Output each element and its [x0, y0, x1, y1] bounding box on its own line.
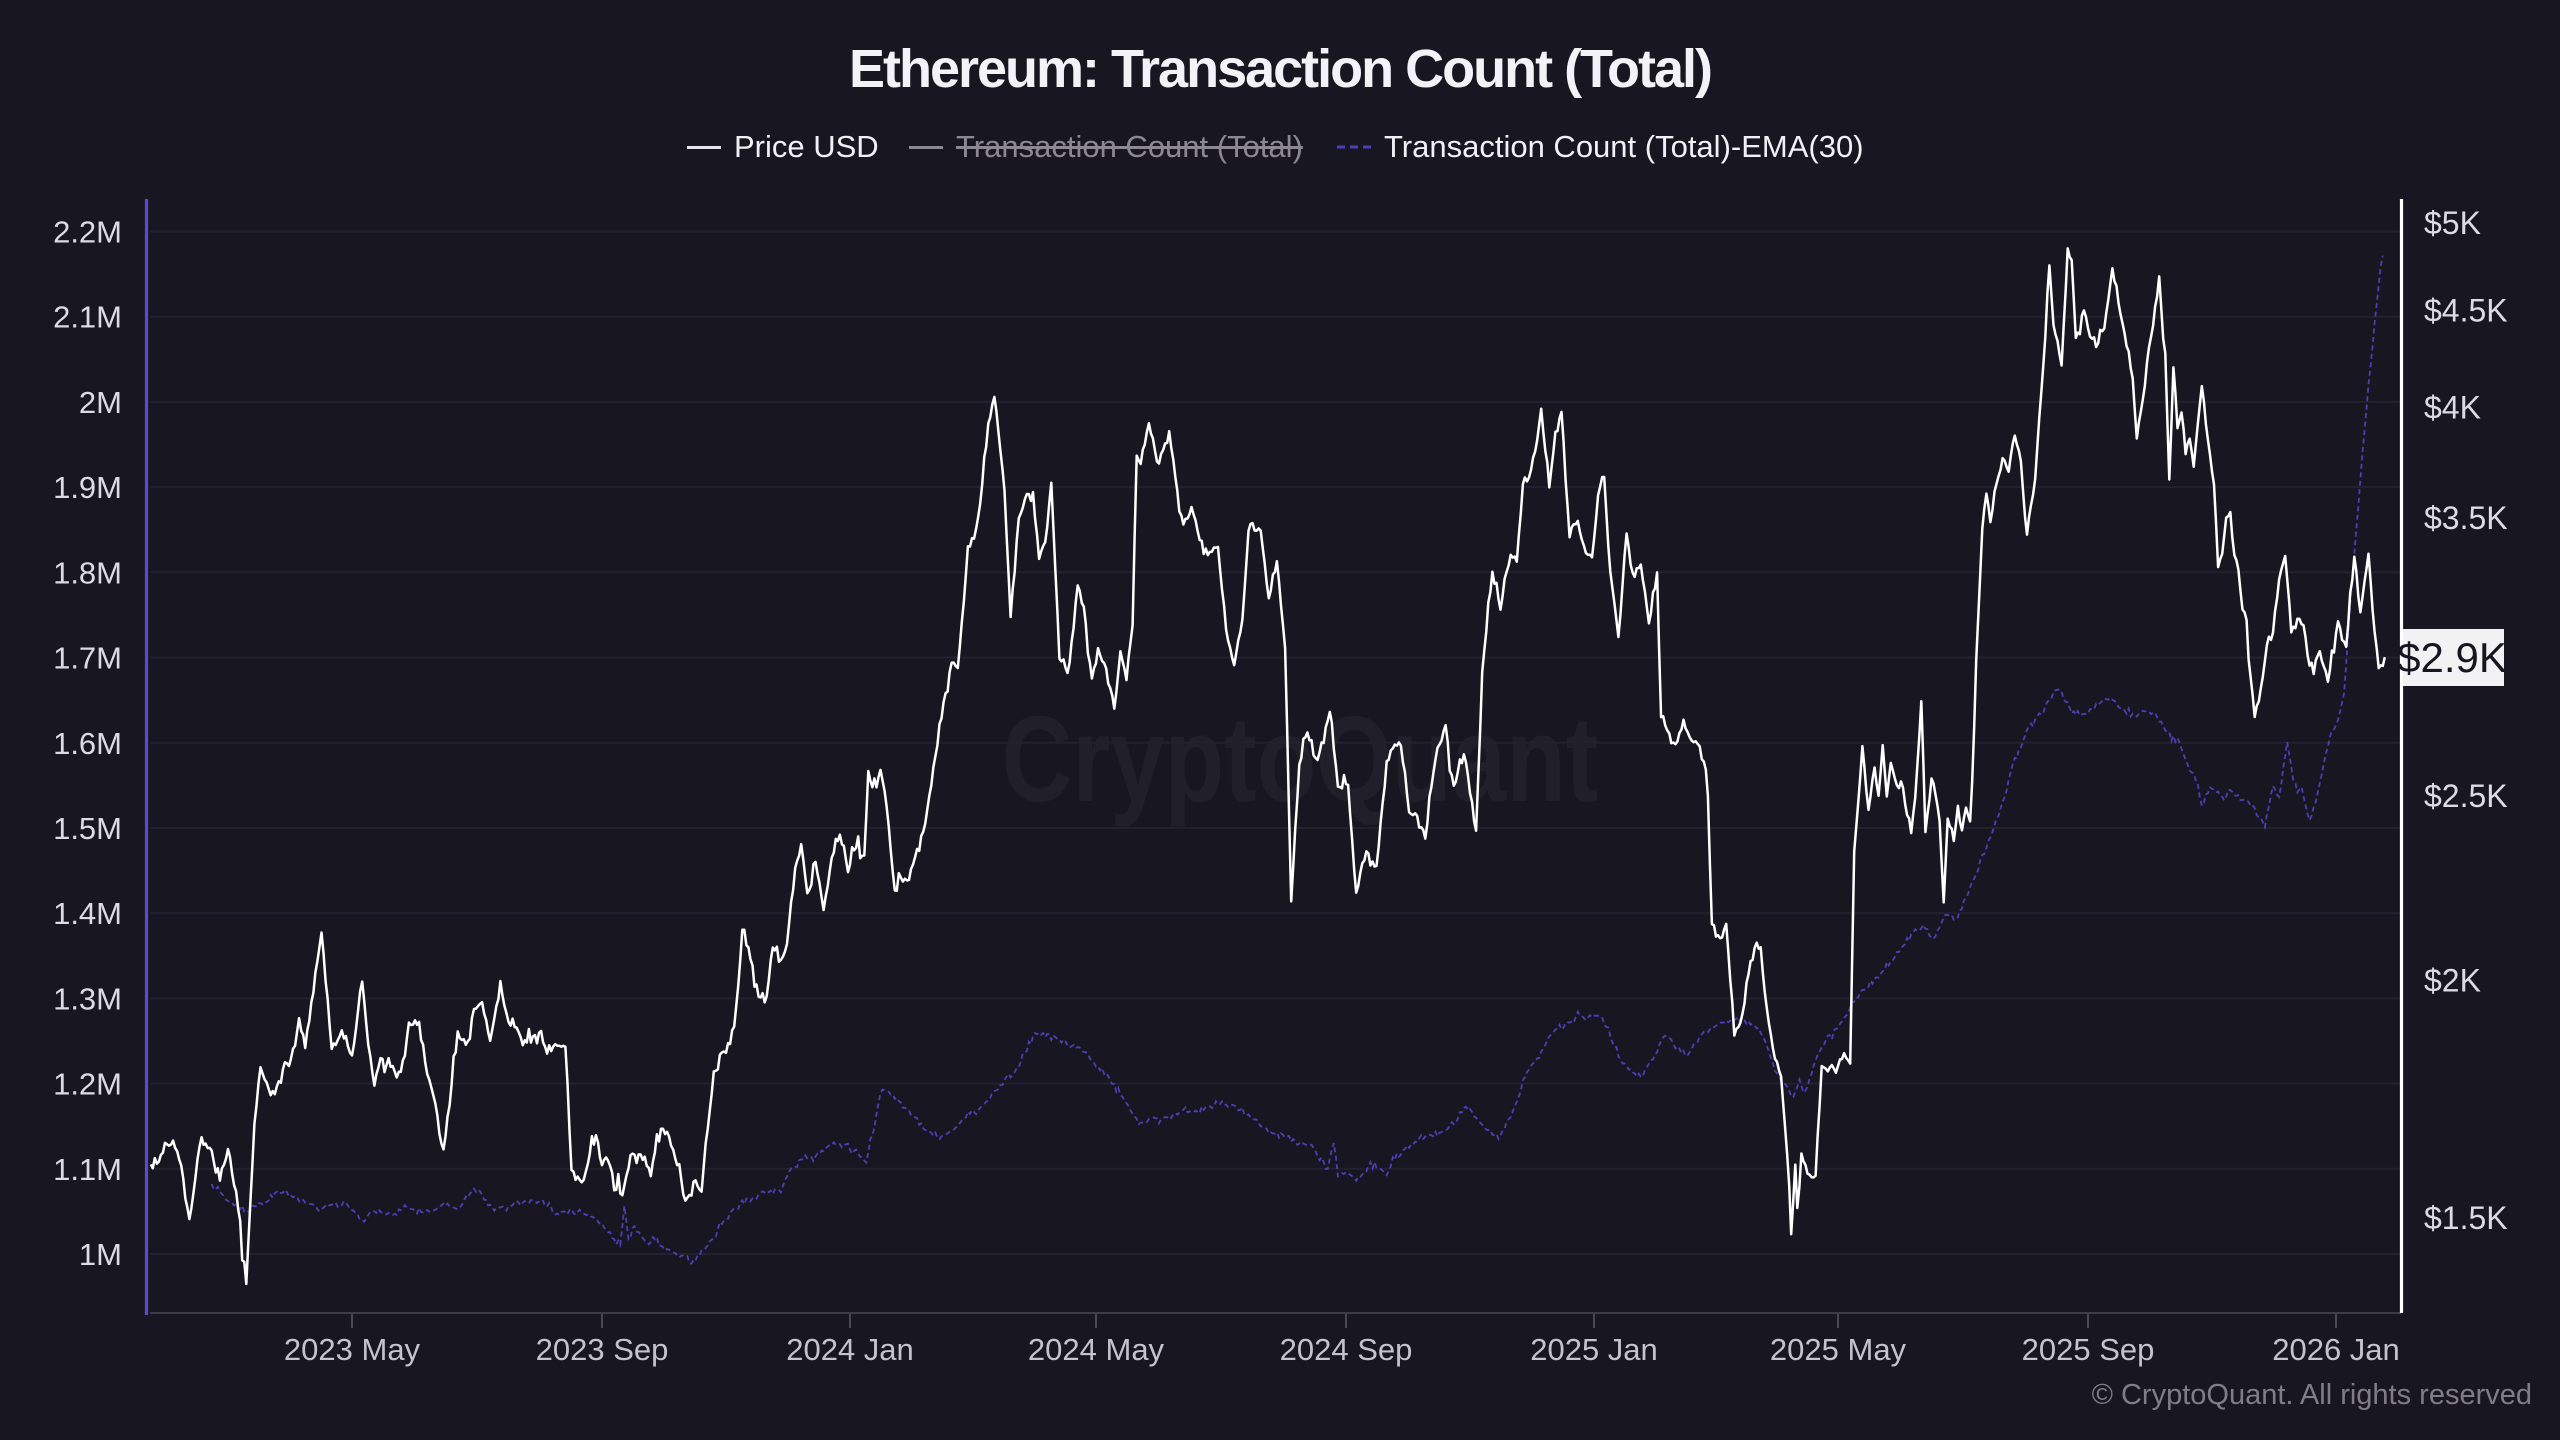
svg-text:1.5M: 1.5M	[53, 811, 122, 846]
svg-text:1.9M: 1.9M	[53, 470, 122, 505]
svg-text:2024 May: 2024 May	[1028, 1332, 1165, 1367]
svg-text:$2K: $2K	[2424, 962, 2481, 998]
svg-text:$4K: $4K	[2424, 390, 2481, 426]
svg-text:2025 Jan: 2025 Jan	[1530, 1332, 1658, 1367]
svg-text:$1.5K: $1.5K	[2424, 1200, 2508, 1236]
svg-text:2023 Sep: 2023 Sep	[536, 1332, 669, 1367]
svg-text:2M: 2M	[79, 385, 122, 420]
svg-text:$3.5K: $3.5K	[2424, 500, 2508, 536]
svg-text:1.2M: 1.2M	[53, 1067, 122, 1102]
svg-text:2024 Jan: 2024 Jan	[786, 1332, 914, 1367]
svg-text:2023 May: 2023 May	[284, 1332, 421, 1367]
svg-text:1.8M: 1.8M	[53, 555, 122, 590]
svg-text:$2.9K: $2.9K	[2397, 634, 2507, 681]
svg-text:$2.5K: $2.5K	[2424, 778, 2508, 814]
svg-text:1.4M: 1.4M	[53, 896, 122, 931]
svg-text:2025 Sep: 2025 Sep	[2022, 1332, 2155, 1367]
svg-text:1M: 1M	[79, 1237, 122, 1272]
svg-text:1.1M: 1.1M	[53, 1152, 122, 1187]
svg-text:$5K: $5K	[2424, 205, 2481, 241]
svg-text:2026 Jan: 2026 Jan	[2272, 1332, 2400, 1367]
svg-text:2.2M: 2.2M	[53, 215, 122, 250]
svg-text:$4.5K: $4.5K	[2424, 292, 2508, 328]
svg-text:2024 Sep: 2024 Sep	[1280, 1332, 1413, 1367]
svg-text:1.7M: 1.7M	[53, 641, 122, 676]
svg-text:1.6M: 1.6M	[53, 726, 122, 761]
svg-text:1.3M: 1.3M	[53, 981, 122, 1016]
svg-text:© CryptoQuant. All rights rese: © CryptoQuant. All rights reserved	[2092, 1379, 2532, 1411]
svg-text:2025 May: 2025 May	[1770, 1332, 1907, 1367]
svg-text:2.1M: 2.1M	[53, 300, 122, 335]
